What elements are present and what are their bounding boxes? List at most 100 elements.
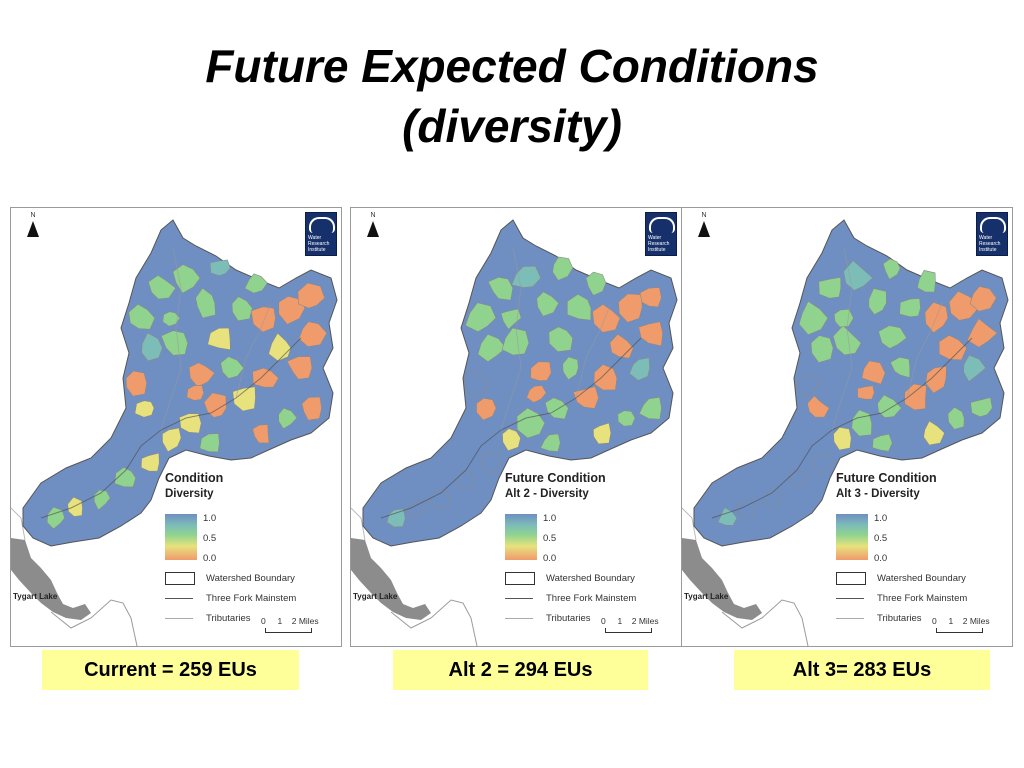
tributary-line — [575, 302, 612, 399]
diversity-patch — [93, 489, 111, 511]
scale-bar — [936, 628, 983, 633]
diversity-patch — [114, 467, 137, 488]
diversity-patch — [511, 265, 542, 288]
north-label: N — [30, 212, 36, 219]
diversity-patch — [592, 422, 612, 445]
watershed-boundary-label: Watershed Boundary — [546, 573, 635, 584]
mainstem-swatch — [165, 598, 193, 599]
diversity-patch — [818, 276, 842, 299]
tributary-line — [906, 302, 943, 399]
diversity-patch — [572, 386, 599, 409]
tributaries-swatch — [505, 618, 533, 619]
scale-bar — [265, 628, 312, 633]
diversity-patch — [882, 258, 901, 280]
tygart-lake-shape — [11, 538, 91, 620]
tributary-line — [831, 247, 853, 431]
diversity-patch — [463, 369, 489, 397]
logo-wave-icon — [980, 217, 1006, 233]
diversity-patch — [904, 383, 927, 411]
diversity-patch — [140, 452, 160, 472]
diversity-patch — [552, 256, 574, 281]
north-arrow: N — [363, 212, 383, 237]
diversity-patch — [231, 296, 253, 322]
scale-tick-2: 2 Miles — [291, 616, 319, 626]
diversity-patch — [476, 397, 497, 421]
tributaries-swatch — [836, 618, 864, 619]
diversity-patch — [141, 332, 163, 362]
diversity-patch — [798, 300, 829, 336]
north-arrow-icon — [27, 221, 39, 237]
scale-tick-1: 1 — [617, 616, 623, 626]
legend-tick-mid: 0.5 — [203, 533, 217, 544]
three-fork-mainstem — [711, 337, 973, 519]
logo-text: Water Research Institute — [979, 235, 1001, 253]
tributaries-label: Tributaries — [877, 613, 922, 624]
river-line-2 — [682, 507, 697, 541]
diversity-patch — [548, 326, 574, 353]
map-legend: Condition Diversity 1.0 0.5 0.0 Watershe… — [165, 470, 340, 633]
scale-bar-labels: 0 1 2 Miles — [601, 616, 659, 626]
diversity-patch — [947, 406, 965, 430]
diversity-patch — [203, 392, 227, 418]
diversity-patch — [207, 327, 231, 351]
legend-tick-mid: 0.5 — [874, 533, 888, 544]
diversity-patch — [969, 286, 997, 312]
diversity-patch — [899, 298, 921, 318]
diversity-patch — [807, 395, 830, 418]
diversity-patch — [148, 274, 177, 300]
diversity-patch — [477, 333, 507, 363]
diversity-patch — [566, 293, 592, 321]
title-line-1: Future Expected Conditions — [205, 40, 819, 92]
tributaries-label: Tributaries — [206, 613, 251, 624]
diversity-patch — [761, 489, 780, 508]
diversity-patch — [465, 302, 497, 333]
scale-bar — [605, 628, 652, 633]
river-line-2 — [11, 507, 26, 541]
legend-tick-low: 0.0 — [874, 553, 888, 564]
scale-tick-2: 2 Miles — [962, 616, 990, 626]
map-legend: Future Condition Alt 3 - Diversity 1.0 0… — [836, 470, 1011, 633]
water-research-institute-logo: Water Research Institute — [645, 212, 677, 256]
diversity-patch — [301, 396, 322, 421]
diversity-patch — [297, 282, 326, 309]
diversity-patch — [250, 306, 276, 333]
diversity-patch — [609, 333, 634, 359]
north-label: N — [701, 212, 707, 219]
eu-label-current: Current = 259 EUs — [42, 650, 299, 690]
three-fork-mainstem — [380, 337, 642, 519]
watershed-boundary — [22, 219, 338, 547]
watershed-boundary-swatch — [836, 572, 866, 585]
diversity-patch — [832, 325, 862, 356]
diversity-color-ramp — [165, 514, 197, 560]
tributary-line — [500, 247, 522, 431]
diversity-patch — [67, 496, 83, 517]
diversity-patch — [562, 356, 579, 381]
diversity-patch — [500, 308, 522, 330]
diversity-patch — [796, 374, 821, 398]
diversity-patch — [162, 427, 182, 453]
diversity-patch — [162, 311, 181, 327]
tygart-lake-label: Tygart Lake — [684, 592, 729, 601]
diversity-patch — [540, 433, 561, 452]
diversity-patches — [46, 259, 328, 530]
watershed-map-graphic — [682, 219, 1009, 646]
water-research-institute-logo: Water Research Institute — [976, 212, 1008, 256]
tributary-line — [160, 247, 182, 431]
diversity-patch — [970, 397, 993, 418]
watershed-map-graphic — [351, 219, 678, 646]
diversity-patch — [252, 424, 270, 444]
diversity-patch — [878, 325, 908, 349]
eu-label-alt-3: Alt 3= 283 EUs — [734, 650, 990, 690]
diversity-patch — [232, 386, 256, 412]
diversity-patch — [811, 452, 834, 475]
scale-bar-labels: 0 1 2 Miles — [932, 616, 990, 626]
mainstem-label: Three Fork Mainstem — [206, 593, 297, 604]
water-research-institute-logo: Water Research Institute — [305, 212, 337, 256]
watershed-map-graphic — [11, 219, 338, 646]
diversity-patch — [298, 321, 328, 348]
logo-wave-icon — [309, 217, 335, 233]
diversity-patch — [923, 420, 945, 446]
legend-subtitle: Diversity — [165, 488, 214, 500]
legend-tick-mid: 0.5 — [543, 533, 557, 544]
legend-tick-high: 1.0 — [543, 513, 557, 524]
